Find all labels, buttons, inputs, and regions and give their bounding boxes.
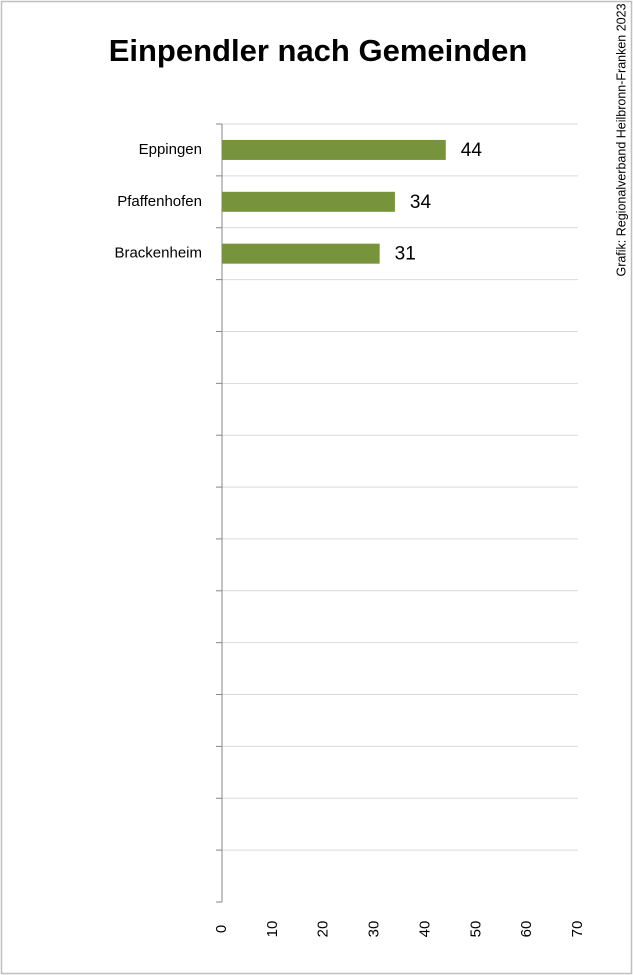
x-tick-label: 70 — [569, 921, 586, 938]
bar — [222, 243, 380, 264]
data-label: 34 — [410, 192, 432, 213]
data-label: 31 — [395, 244, 416, 265]
x-tick-label: 50 — [467, 921, 484, 938]
bar — [222, 139, 446, 160]
x-tick-label: 20 — [315, 921, 332, 938]
x-tick-label: 10 — [264, 921, 281, 938]
x-tick-label: 40 — [416, 921, 433, 938]
y-tick-label: Brackenheim — [114, 245, 202, 262]
x-tick-label: 0 — [213, 925, 230, 933]
x-tick-label: 60 — [518, 921, 535, 938]
chart-title: Einpendler nach Gemeinden — [109, 33, 528, 68]
x-tick-label: 30 — [366, 921, 383, 938]
data-label: 44 — [461, 140, 483, 161]
source-note: Grafik: Regionalverband Heilbronn-Franke… — [614, 3, 628, 276]
y-tick-label: Pfaffenhofen — [117, 193, 202, 210]
bar — [222, 191, 395, 212]
y-tick-label: Eppingen — [139, 141, 202, 158]
